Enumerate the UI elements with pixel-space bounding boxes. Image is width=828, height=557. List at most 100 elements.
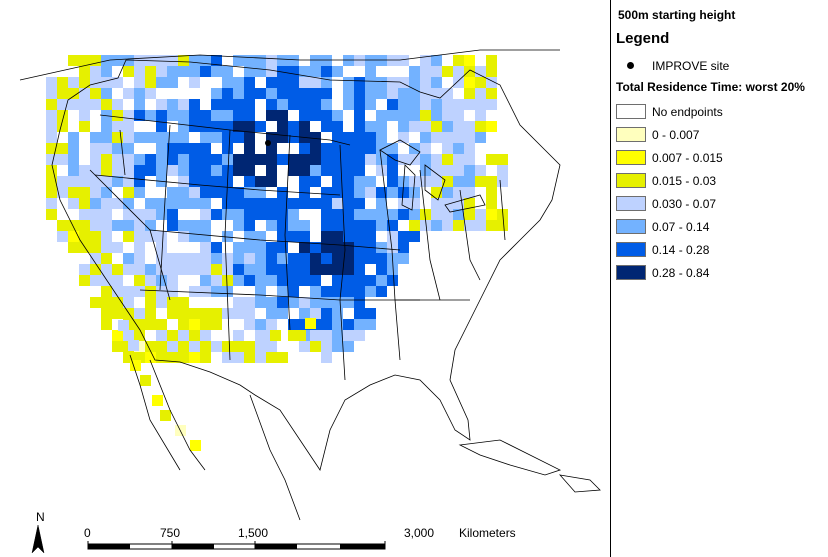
grid-cell — [310, 253, 321, 264]
grid-cell — [222, 121, 233, 132]
grid-cell — [321, 253, 332, 264]
legend-class-label: 0.015 - 0.03 — [652, 173, 717, 188]
grid-cell — [442, 99, 453, 110]
grid-cell — [266, 154, 277, 165]
legend-class-label: 0.07 - 0.14 — [652, 219, 710, 234]
grid-cell — [189, 110, 200, 121]
grid-cell — [442, 66, 453, 77]
grid-cell — [321, 220, 332, 231]
grid-cell — [145, 165, 156, 176]
grid-cell — [222, 231, 233, 242]
grid-cell — [332, 66, 343, 77]
border-line — [249, 394, 301, 521]
grid-cell — [310, 143, 321, 154]
grid-cell — [123, 143, 134, 154]
grid-cell — [288, 264, 299, 275]
grid-cell — [420, 220, 431, 231]
grid-cell — [354, 110, 365, 121]
grid-cell — [277, 99, 288, 110]
grid-cell — [442, 198, 453, 209]
grid-cell — [68, 198, 79, 209]
grid-cell — [398, 66, 409, 77]
grid-cell — [321, 143, 332, 154]
grid-cell — [310, 308, 321, 319]
grid-cell — [365, 154, 376, 165]
grid-cell — [266, 99, 277, 110]
grid-cell — [90, 209, 101, 220]
grid-cell — [299, 297, 310, 308]
grid-cell — [431, 99, 442, 110]
grid-cell — [288, 231, 299, 242]
grid-cell — [211, 99, 222, 110]
grid-cell — [332, 297, 343, 308]
grid-cell — [200, 297, 211, 308]
grid-cell — [233, 253, 244, 264]
legend-class-label: 0.14 - 0.28 — [652, 242, 710, 257]
grid-cell — [123, 55, 134, 66]
scalebar-tick-1500: 1,500 — [238, 526, 268, 540]
grid-cell — [332, 187, 343, 198]
grid-cell — [398, 209, 409, 220]
grid-cell — [178, 253, 189, 264]
grid-cell — [299, 231, 310, 242]
grid-cell — [167, 253, 178, 264]
grid-cell — [453, 165, 464, 176]
improve-site-marker[interactable] — [265, 140, 271, 146]
grid-cell — [354, 297, 365, 308]
grid-cell — [233, 88, 244, 99]
grid-cell — [255, 253, 266, 264]
grid-cell — [332, 242, 343, 253]
grid-cell — [200, 286, 211, 297]
grid-cell — [310, 264, 321, 275]
grid-cell — [145, 242, 156, 253]
grid-cell — [134, 154, 145, 165]
grid-cell — [321, 66, 332, 77]
grid-cell — [365, 77, 376, 88]
scalebar-segment — [88, 544, 130, 549]
grid-cell — [321, 77, 332, 88]
grid-cell — [156, 319, 167, 330]
grid-cell — [134, 275, 145, 286]
grid-cell — [145, 264, 156, 275]
grid-cell — [387, 99, 398, 110]
grid-cell — [244, 319, 255, 330]
grid-cell — [255, 121, 266, 132]
grid-cell — [156, 275, 167, 286]
grid-cell — [57, 231, 68, 242]
grid-cell — [134, 308, 145, 319]
grid-cell — [233, 297, 244, 308]
grid-cell — [387, 209, 398, 220]
grid-cell — [464, 187, 475, 198]
grid-cell — [134, 132, 145, 143]
grid-cell — [200, 154, 211, 165]
grid-cell — [398, 242, 409, 253]
grid-cell — [321, 99, 332, 110]
grid-cell — [299, 275, 310, 286]
grid-cell — [178, 341, 189, 352]
grid-cell — [464, 220, 475, 231]
grid-cell — [310, 198, 321, 209]
grid-cell — [211, 253, 222, 264]
grid-cell — [112, 220, 123, 231]
grid-cell — [310, 286, 321, 297]
grid-cell — [123, 330, 134, 341]
grid-cell — [101, 198, 112, 209]
grid-cell — [200, 121, 211, 132]
grid-cell — [464, 77, 475, 88]
grid-cell — [453, 154, 464, 165]
grid-cell — [464, 198, 475, 209]
grid-cell — [46, 165, 57, 176]
legend-class-row: 0.28 - 0.84 — [616, 261, 821, 284]
grid-cell — [222, 66, 233, 77]
grid-cell — [310, 99, 321, 110]
grid-cell — [255, 297, 266, 308]
grid-cell — [343, 231, 354, 242]
grid-cell — [178, 297, 189, 308]
grid-cell — [189, 99, 200, 110]
grid-cell — [101, 99, 112, 110]
grid-cell — [233, 55, 244, 66]
grid-cell — [387, 176, 398, 187]
grid-cell — [354, 286, 365, 297]
grid-cell — [266, 132, 277, 143]
grid-cell — [420, 66, 431, 77]
